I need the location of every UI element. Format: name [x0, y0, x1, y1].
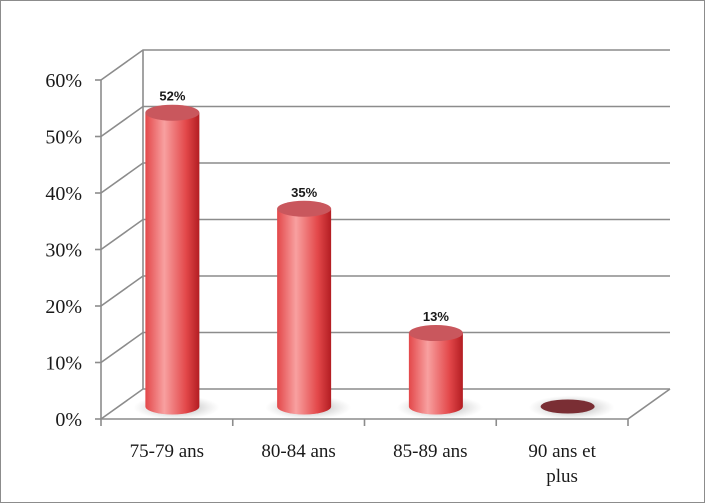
y-tick-label: 40%: [45, 183, 82, 205]
data-label: 35%: [291, 185, 317, 200]
bar: [133, 104, 220, 420]
x-tick-label: 75-79 ans: [130, 441, 204, 462]
y-tick-label: 10%: [45, 353, 82, 375]
bar-body: [408, 333, 463, 415]
gridline: [100, 331, 670, 364]
floor-right-edge: [627, 388, 671, 420]
bar: [396, 325, 483, 420]
bar-body: [277, 208, 332, 415]
gridline: [100, 218, 670, 251]
labels: 0% 10% 20% 30% 40% 50% 60% 75-79 ans 80-84 ans 85…: [45, 70, 596, 487]
bar-top: [145, 104, 200, 121]
y-tick-label: 20%: [45, 296, 82, 318]
bars: [133, 104, 615, 420]
bar: [265, 200, 352, 420]
gridline: [100, 275, 670, 307]
axes: [95, 79, 629, 426]
data-label: 13%: [423, 309, 449, 324]
y-tick-label: 60%: [45, 70, 82, 92]
gridline: [100, 49, 670, 81]
gridlines: [100, 49, 671, 420]
x-tick-label: 90 ans et plus: [528, 441, 596, 487]
gridline: [100, 162, 670, 194]
bar-body: [145, 112, 200, 415]
y-tick-label: 0%: [55, 409, 82, 431]
x-tick-label: 85-89 ans: [393, 441, 467, 462]
y-tick-label: 50%: [45, 127, 82, 149]
y-tick-label: 30%: [45, 240, 82, 262]
bar-top: [277, 200, 332, 217]
x-tick-label: 80-84 ans: [261, 441, 335, 462]
bar: [528, 395, 615, 420]
data-label: 52%: [159, 89, 185, 104]
gridline: [100, 388, 670, 420]
gridline: [100, 105, 670, 138]
bar-top: [408, 325, 463, 342]
bar-top: [540, 399, 595, 414]
